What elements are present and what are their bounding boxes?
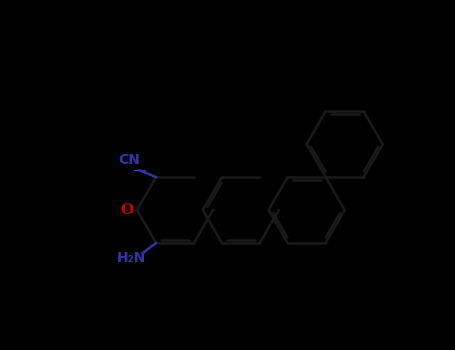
Text: H₂N: H₂N xyxy=(116,251,146,265)
Text: O: O xyxy=(121,203,134,217)
Text: CN: CN xyxy=(118,153,140,167)
